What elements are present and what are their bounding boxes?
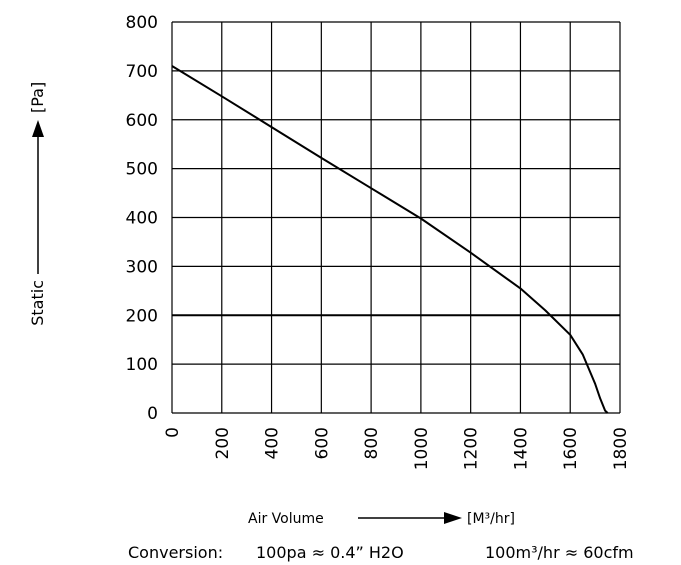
y-axis-unit: [Pa] [28, 82, 47, 113]
x-tick-label: 1200 [462, 427, 482, 470]
x-axis-label: Air Volume [248, 511, 324, 527]
series-layer [171, 65, 609, 414]
x-tick-label: 1000 [412, 427, 432, 470]
x-tick-label: 600 [312, 427, 332, 459]
y-tick-label: 200 [126, 306, 158, 326]
x-tick-label: 200 [213, 427, 233, 459]
y-tick-label: 600 [126, 111, 158, 131]
y-tick-label: 0 [147, 404, 158, 424]
y-tick-label: 300 [126, 257, 158, 277]
conversion-label: Conversion: [128, 543, 223, 562]
x-tick-label: 1600 [561, 427, 581, 470]
conversion-pressure: 100pa ≈ 0.4” H2O [256, 543, 404, 562]
tick-labels: 0 200 400 600 800 1000 1200 1400 1600 1800 0 100 200… [126, 13, 631, 470]
y-tick-label: 800 [126, 13, 158, 33]
x-tick-label: 1800 [611, 427, 631, 470]
y-axis-arrow-head [32, 120, 44, 137]
grid [171, 21, 621, 414]
x-axis-arrow-head [444, 512, 462, 524]
x-tick-label: 0 [163, 427, 183, 438]
x-axis-unit: [M³/hr] [467, 511, 515, 527]
x-tick-label: 1400 [511, 427, 531, 470]
y-tick-label: 400 [126, 209, 158, 229]
x-tick-label: 800 [362, 427, 382, 459]
y-tick-label: 100 [126, 355, 158, 375]
y-tick-label: 700 [126, 62, 158, 82]
y-axis-label: Static [28, 280, 47, 326]
y-axis-title-group: Static [Pa] [28, 82, 47, 326]
x-tick-label: 400 [263, 427, 283, 459]
series-line [171, 65, 609, 414]
y-tick-label: 500 [126, 160, 158, 180]
conversion-flow: 100m³/hr ≈ 60cfm [485, 543, 634, 562]
